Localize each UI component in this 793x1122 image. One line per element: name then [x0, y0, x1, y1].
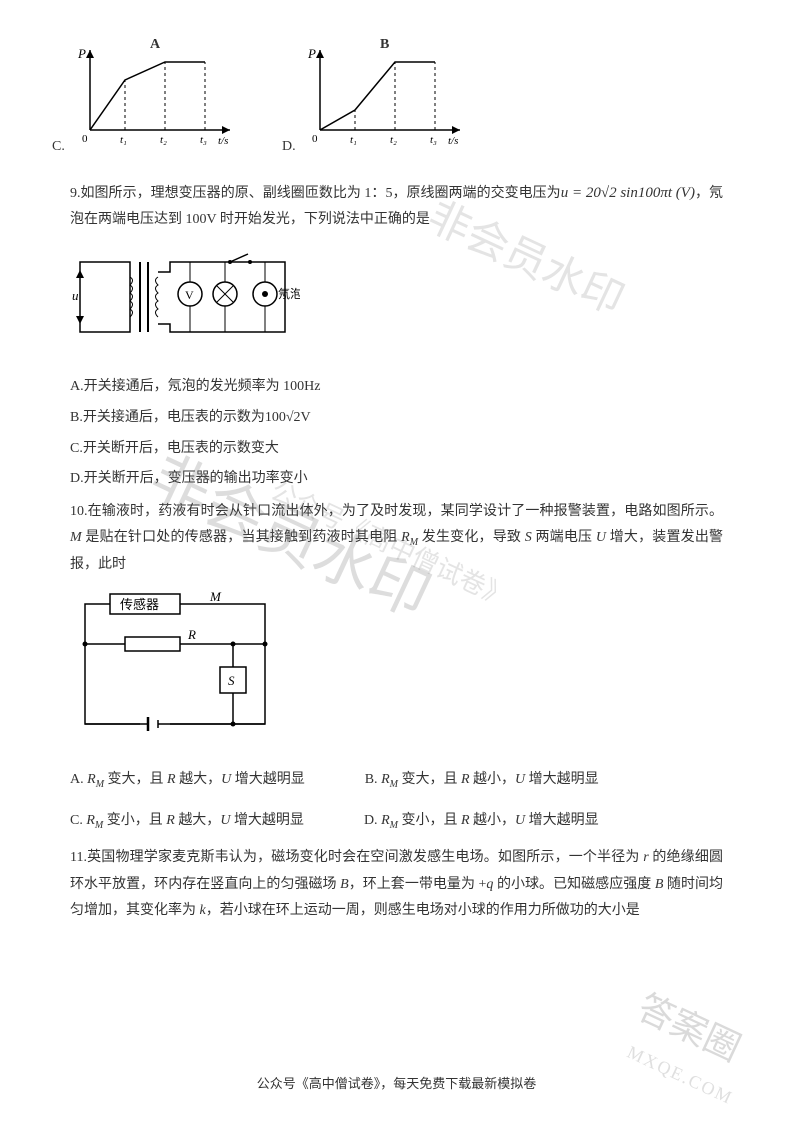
q9-formula: u = 20√2 sin100πt (V) [561, 185, 695, 201]
q10-options-row2: C. RM 变小，且 R 越大，U 增大越明显 D. RM 变小，且 R 越小，… [70, 804, 723, 839]
svg-text:传感器: 传感器 [120, 597, 159, 612]
chart-d-letter: D. [282, 134, 296, 161]
svg-text:t₃: t₃ [200, 134, 207, 146]
q9-option-d: D.开关断开后，变压器的输出功率变小 [70, 466, 723, 493]
svg-text:P: P [77, 46, 86, 61]
svg-text:t/s: t/s [448, 135, 458, 147]
svg-text:V: V [185, 288, 194, 302]
svg-text:S: S [228, 673, 235, 688]
q10-circuit-diagram: 传感器 M R S [70, 589, 723, 750]
svg-text:R: R [187, 627, 196, 642]
chart-options-row: A P t/s 0 t₁ t₂ t₃ C. [70, 40, 723, 161]
chart-c-top-label: A [150, 32, 160, 59]
svg-text:t/s: t/s [218, 135, 228, 147]
q11-text: 11.英国物理学家麦克斯韦认为，磁场变化时会在空间激发感生电场。如图所示，一个半… [70, 845, 723, 925]
q9-circuit-diagram: u V 氖泡 [70, 242, 723, 363]
svg-text:氖泡: 氖泡 [278, 287, 300, 301]
q9-option-c: C.开关断开后，电压表的示数变大 [70, 436, 723, 463]
q10-option-b: B. RM 变大，且 R 越小，U 增大越明显 [365, 767, 599, 794]
svg-text:t₂: t₂ [390, 134, 397, 146]
svg-text:0: 0 [82, 133, 88, 145]
q9-option-a: A.开关接通后，氖泡的发光频率为 100Hz [70, 374, 723, 401]
svg-text:u: u [72, 288, 79, 303]
svg-text:0: 0 [312, 133, 318, 145]
svg-text:M: M [209, 589, 222, 604]
chart-option-c: A P t/s 0 t₁ t₂ t₃ C. [70, 40, 240, 161]
q10-option-c: C. RM 变小，且 R 越大，U 增大越明显 [70, 808, 304, 835]
chart-d-top-label: B [380, 32, 389, 59]
svg-text:t₃: t₃ [430, 134, 437, 146]
q10-option-d: D. RM 变小，且 R 越小，U 增大越明显 [364, 808, 599, 835]
watermark-logo: 答案圈 [626, 974, 753, 1082]
svg-text:P: P [307, 46, 316, 61]
q10-option-a: A. RM 变大，且 R 越大，U 增大越明显 [70, 767, 305, 794]
svg-text:t₂: t₂ [160, 134, 167, 146]
svg-text:t₁: t₁ [120, 134, 127, 146]
q9-text: 9.如图所示，理想变压器的原、副线圈匝数比为 1：5，原线圈两端的交变电压为u … [70, 179, 723, 234]
page-footer: 公众号《高中僧试卷》，每天免费下载最新模拟卷 [0, 1072, 793, 1097]
q10-text: 10.在输液时，药液有时会从针口流出体外，为了及时发现，某同学设计了一种报警装置… [70, 499, 723, 579]
chart-c-letter: C. [52, 134, 65, 161]
chart-option-d: B P t/s 0 t₁ t₂ t₃ D. [300, 40, 470, 161]
q9-option-b: B.开关接通后，电压表的示数为100√2V [70, 405, 723, 432]
q10-options-row1: A. RM 变大，且 R 越大，U 增大越明显 B. RM 变大，且 R 越小，… [70, 763, 723, 798]
svg-text:t₁: t₁ [350, 134, 357, 146]
